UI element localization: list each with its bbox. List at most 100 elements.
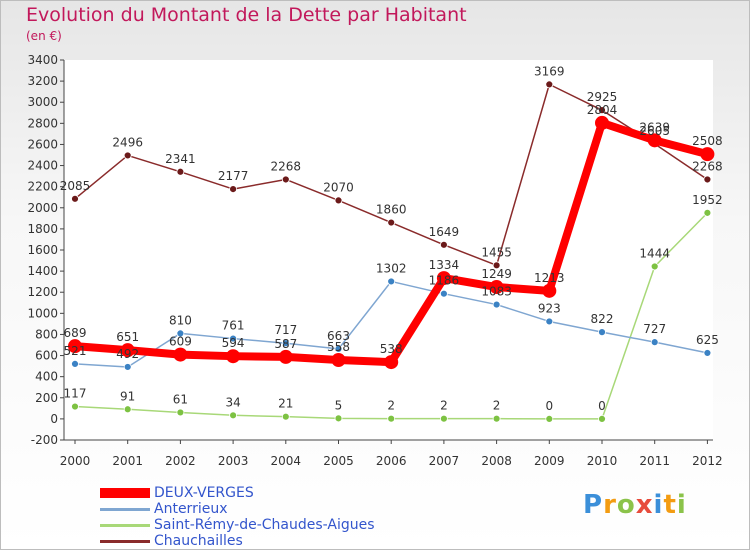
data-point: [176, 329, 185, 338]
data-label: 1444: [639, 246, 670, 260]
y-tick-label: 3200: [27, 74, 58, 88]
data-label: 717: [274, 323, 297, 337]
data-label: 651: [116, 330, 139, 344]
x-tick-label: 2010: [587, 454, 618, 468]
logo-letter: o: [616, 490, 636, 520]
data-point: [71, 359, 79, 368]
logo-letter: i: [653, 490, 664, 520]
data-point: [71, 194, 79, 203]
data-label: 689: [64, 326, 87, 340]
legend-swatch: [100, 539, 150, 543]
data-label: 1302: [376, 261, 407, 275]
data-point: [384, 355, 399, 370]
data-label: 558: [327, 340, 350, 354]
y-tick-label: 1800: [27, 222, 58, 236]
x-tick-label: 2002: [165, 454, 196, 468]
data-label: 5: [335, 398, 343, 412]
data-label: 492: [116, 347, 139, 361]
x-tick-label: 2003: [218, 454, 249, 468]
y-tick-label: 600: [35, 349, 58, 363]
data-label: 761: [222, 319, 245, 333]
data-point: [334, 414, 343, 423]
data-label: 2639: [639, 120, 670, 134]
data-label: 0: [598, 399, 606, 413]
legend-label: Anterrieux: [154, 501, 228, 517]
x-tick-label: 2004: [271, 454, 302, 468]
data-label: 61: [173, 392, 188, 406]
legend-swatch: [100, 488, 150, 498]
series-layer: 689 651 609 594 587 558 538 1334 1249 1213 2804 263…: [60, 64, 723, 423]
data-label: 625: [696, 333, 719, 347]
x-tick-label: 2006: [376, 454, 407, 468]
legend-label: Saint-Rémy-de-Chaudes-Aigues: [154, 517, 375, 533]
data-point: [647, 133, 662, 148]
legend-swatch: [100, 507, 150, 511]
data-label: 1213: [534, 271, 565, 285]
x-tick-label: 2005: [323, 454, 354, 468]
data-label: 2925: [587, 90, 618, 104]
data-label: 2: [493, 399, 501, 413]
data-point: [703, 208, 712, 217]
proxiti-logo: Proxiti: [583, 490, 687, 520]
data-point: [123, 151, 132, 160]
data-point: [281, 339, 290, 348]
data-point: [120, 343, 135, 358]
x-tick-label: 2001: [112, 454, 143, 468]
y-tick-label: 200: [35, 391, 58, 405]
logo-letter: P: [583, 490, 604, 520]
data-label: 2804: [587, 103, 618, 117]
data-label: 21: [278, 397, 293, 411]
series-1: [71, 277, 712, 371]
data-point: [281, 412, 290, 421]
data-point: [71, 402, 79, 411]
data-point: [545, 317, 554, 326]
data-point: [331, 352, 346, 367]
legend-item: DEUX-VERGES: [100, 486, 254, 500]
logo-letter: r: [603, 490, 617, 520]
data-point: [334, 196, 343, 205]
data-point: [334, 345, 343, 353]
labels-3: 2085 2496 2341 2177 2268 2070 1860 1649 1455 3169…: [60, 64, 723, 259]
series-2: [71, 208, 712, 423]
legend-label: Chauchailles: [154, 533, 243, 549]
plot-area: [64, 60, 713, 440]
data-label: 521: [64, 344, 87, 358]
data-point: [176, 408, 185, 417]
x-tick-label: 2007: [429, 454, 460, 468]
data-point: [650, 338, 659, 347]
data-point: [489, 280, 504, 295]
legend-item: Anterrieux: [100, 502, 227, 516]
y-tick-label: -200: [31, 433, 58, 447]
legend-swatch: [100, 523, 150, 527]
data-label: 923: [538, 301, 561, 315]
data-label: 2085: [60, 179, 91, 193]
y-tick-label: 1600: [27, 243, 58, 257]
data-point: [595, 115, 609, 130]
x-tick-label: 2008: [481, 454, 512, 468]
data-label: 1860: [376, 203, 407, 217]
data-point: [492, 261, 501, 270]
data-label: 587: [274, 337, 297, 351]
data-label: 2: [387, 399, 395, 413]
data-label: 2508: [692, 134, 723, 148]
data-point: [229, 334, 238, 343]
data-point: [439, 289, 448, 298]
data-point: [176, 167, 185, 176]
data-label: 727: [643, 322, 666, 336]
data-point: [439, 240, 448, 249]
unit-label: (en €): [26, 29, 62, 43]
data-point: [68, 339, 82, 354]
y-tick-label: 2000: [27, 201, 58, 215]
y-tick-label: 2800: [27, 116, 58, 130]
data-point: [598, 328, 606, 337]
y-tick-label: 1200: [27, 285, 58, 299]
data-label: 1249: [481, 267, 512, 281]
data-label: 2177: [218, 169, 249, 183]
data-point: [387, 414, 396, 423]
data-point: [387, 277, 396, 286]
y-tick-label: 2600: [27, 137, 58, 151]
data-point: [598, 414, 606, 423]
data-point: [173, 347, 188, 362]
data-label: 0: [545, 399, 553, 413]
